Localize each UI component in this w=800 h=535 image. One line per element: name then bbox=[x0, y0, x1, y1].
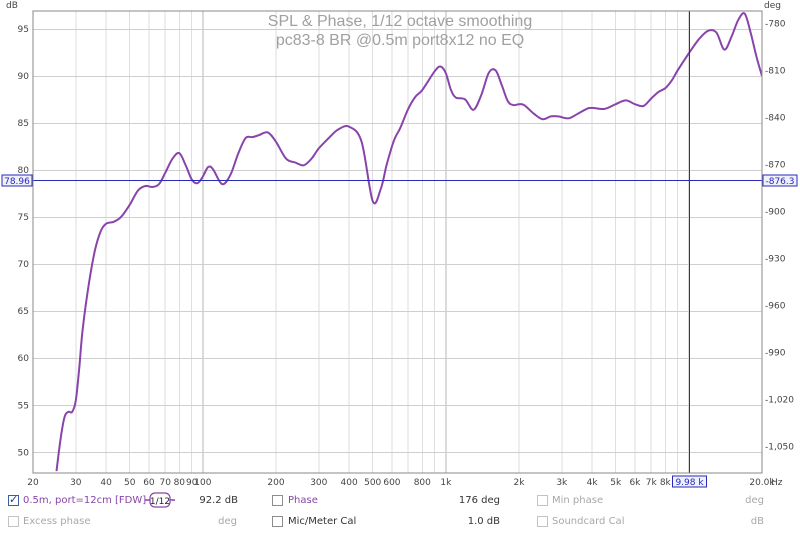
x-axis-label: Hz bbox=[771, 478, 783, 488]
cursor-y-readout: 78.96 bbox=[4, 177, 30, 187]
x-tick-label: 400 bbox=[341, 478, 358, 488]
y-tick-label: 60 bbox=[18, 354, 30, 364]
plot-area bbox=[33, 11, 762, 473]
y2-tick-label: -1,020 bbox=[765, 395, 794, 405]
x-tick-label: 80 bbox=[174, 478, 186, 488]
x-tick-label: 7k bbox=[646, 478, 658, 488]
min-phase-value: deg bbox=[745, 495, 764, 506]
min-phase-label: Min phase bbox=[552, 495, 604, 506]
y-tick-label: 50 bbox=[18, 448, 30, 458]
mic-meter-cal-value: 1.0 dB bbox=[467, 516, 500, 527]
cursor-y-readout-box bbox=[1, 174, 33, 187]
plot-frame bbox=[32, 10, 763, 474]
y-tick-label: 75 bbox=[18, 213, 29, 223]
y-tick-label: 55 bbox=[18, 401, 29, 411]
cursor-y2-readout-box bbox=[762, 174, 798, 187]
legend-panel: 0.5m, port=12cm [FDW] 1/12 92.2 dB Phase… bbox=[0, 490, 800, 535]
legend-row-2: Excess phase deg Mic/Meter Cal 1.0 dB So… bbox=[0, 513, 800, 533]
phase-value: 176 deg bbox=[458, 495, 500, 506]
y-tick-label: 70 bbox=[18, 260, 30, 270]
x-tick-label: 8k bbox=[660, 478, 672, 488]
phase-label: Phase bbox=[288, 495, 318, 506]
mic-meter-cal-label: Mic/Meter Cal bbox=[288, 516, 357, 527]
y2-axis-label: deg bbox=[764, 1, 781, 11]
x-tick-label: 1k bbox=[440, 478, 452, 488]
measurement-checkbox[interactable] bbox=[8, 493, 19, 506]
y2-tick-label: -900 bbox=[765, 207, 786, 217]
measurement-value: 92.2 dB bbox=[199, 495, 238, 506]
x-tick-label: 200 bbox=[267, 478, 284, 488]
x-tick-label: 300 bbox=[310, 478, 327, 488]
x-tick-label: 5k bbox=[610, 478, 622, 488]
phase-checkbox[interactable] bbox=[272, 495, 283, 506]
excess-phase-checkbox[interactable] bbox=[8, 516, 19, 527]
x-tick-label: 6k bbox=[629, 478, 641, 488]
measurement-label: 0.5m, port=12cm [FDW] bbox=[23, 495, 147, 506]
x-tick-label: 20.0k bbox=[749, 478, 775, 488]
x-tick-label: 3k bbox=[556, 478, 568, 488]
chart-title: SPL & Phase, 1/12 octave smoothing bbox=[268, 13, 532, 30]
y2-tick-label: -960 bbox=[765, 301, 786, 311]
x-tick-label: 30 bbox=[70, 478, 82, 488]
x-tick-label: 20 bbox=[27, 478, 39, 488]
y-tick-label: 85 bbox=[18, 119, 29, 129]
soundcard-cal-checkbox[interactable] bbox=[537, 516, 548, 527]
cursor-x-readout: 9.98 k bbox=[675, 478, 704, 488]
legend-row-1: 0.5m, port=12cm [FDW] 1/12 92.2 dB Phase… bbox=[0, 492, 800, 512]
y2-tick-label: -810 bbox=[765, 67, 786, 77]
soundcard-cal-label: Soundcard Cal bbox=[552, 516, 625, 527]
smoothing-value: 1/12 bbox=[150, 497, 170, 507]
y-tick-label: 65 bbox=[18, 307, 29, 317]
cursor-y2-readout: -876.3 bbox=[765, 177, 794, 187]
smoothing-indicator[interactable]: 1/12 bbox=[145, 492, 175, 508]
excess-phase-value: deg bbox=[218, 516, 237, 527]
x-tick-label: 2k bbox=[514, 478, 526, 488]
min-phase-checkbox[interactable] bbox=[537, 495, 548, 506]
x-tick-label: 70 bbox=[159, 478, 171, 488]
x-tick-label: 4k bbox=[587, 478, 599, 488]
x-tick-label: 60 bbox=[143, 478, 155, 488]
y2-tick-label: -780 bbox=[765, 20, 786, 30]
x-tick-label: 50 bbox=[124, 478, 136, 488]
x-tick-label: 600 bbox=[383, 478, 400, 488]
y2-tick-label: -990 bbox=[765, 348, 786, 358]
y2-tick-label: -840 bbox=[765, 113, 786, 123]
mic-meter-cal-checkbox[interactable] bbox=[272, 516, 283, 527]
excess-phase-label: Excess phase bbox=[23, 516, 91, 527]
chart-subtitle: pc83-8 BR @0.5m port8x12 no EQ bbox=[276, 32, 524, 49]
y-tick-label: 95 bbox=[18, 25, 29, 35]
x-tick-label: 40 bbox=[100, 478, 112, 488]
y-tick-label: 80 bbox=[18, 166, 30, 176]
soundcard-cal-value: dB bbox=[750, 516, 764, 527]
y2-tick-label: -930 bbox=[765, 254, 786, 264]
x-tick-label: 500 bbox=[364, 478, 381, 488]
y2-tick-label: -1,050 bbox=[765, 442, 794, 452]
x-tick-label: 800 bbox=[414, 478, 431, 488]
spl-curve bbox=[55, 12, 762, 472]
y-tick-label: 90 bbox=[18, 72, 30, 82]
x-tick-label: 100 bbox=[194, 478, 211, 488]
x-tick-label: 90 bbox=[186, 478, 198, 488]
cursor-x-readout-box bbox=[672, 475, 707, 488]
y2-tick-label: -870 bbox=[765, 160, 786, 170]
y-axis-label: dB bbox=[6, 1, 18, 11]
